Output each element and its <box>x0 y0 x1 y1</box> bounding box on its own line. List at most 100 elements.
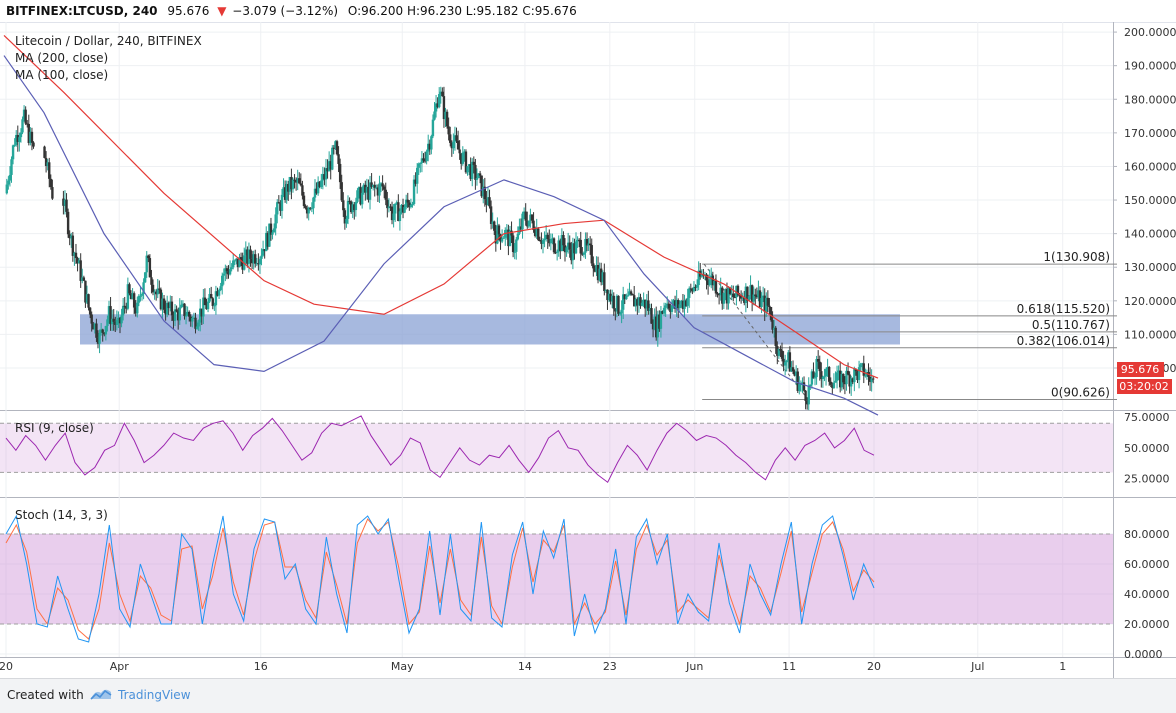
candle-body <box>233 260 236 262</box>
candle-body <box>708 279 711 286</box>
candle-body <box>496 225 499 244</box>
candle-body <box>379 183 383 185</box>
candle-body <box>293 179 296 181</box>
candle-body <box>268 223 271 247</box>
candle-body <box>213 305 216 307</box>
candle-body <box>101 329 104 333</box>
chart-svg[interactable]: 1(130.908) 0.618(115.520) 0.5(110.767) 0.38… <box>0 0 1176 678</box>
candle-body <box>809 384 812 387</box>
candle-body <box>378 183 381 196</box>
candle-body <box>779 348 782 351</box>
candle-body <box>427 143 430 152</box>
candle-body <box>571 243 575 261</box>
support-zone[interactable] <box>80 314 900 345</box>
symbol-header[interactable]: BITFINEX:LTCUSD, 240 95.676 ▼ −3.079 (−3… <box>6 4 577 18</box>
candle-body <box>743 297 746 303</box>
candle-body <box>274 214 277 229</box>
candle-body <box>469 164 472 179</box>
candle-body <box>656 314 659 338</box>
candle-body <box>241 260 244 270</box>
candle-body <box>140 294 144 296</box>
candle-body <box>346 200 350 219</box>
candle-body <box>272 228 276 233</box>
candle-body <box>107 306 111 320</box>
candle-body <box>555 251 559 253</box>
candle-body <box>694 286 697 288</box>
candle-body <box>851 378 854 383</box>
candle-body <box>774 327 777 346</box>
candle-body <box>246 249 249 264</box>
candle-body <box>861 363 864 365</box>
candle-body <box>449 134 452 143</box>
candle-body <box>393 203 397 214</box>
candle-body <box>425 151 428 162</box>
candle-body <box>367 186 370 200</box>
candle-body <box>680 300 683 305</box>
candle-body <box>222 273 225 276</box>
ma200-line <box>3 35 879 379</box>
candle-body <box>357 187 361 191</box>
candle-body <box>842 373 845 383</box>
candle-body <box>584 238 587 253</box>
candle-body <box>488 197 491 207</box>
candle-body <box>570 249 573 261</box>
candle-body <box>557 240 560 252</box>
candle-body <box>415 167 419 184</box>
candle-body <box>697 270 700 286</box>
candle-body <box>360 192 364 205</box>
candle-body <box>629 291 633 295</box>
time-tick-label: 20 <box>867 660 881 673</box>
candle-body <box>559 240 562 252</box>
candle-body <box>872 378 875 380</box>
fib-level-label: 0(90.626) <box>1051 385 1110 399</box>
ma100-legend[interactable]: MA (100, close) <box>15 68 108 82</box>
price-tick-label: 160.0000 <box>1124 160 1176 173</box>
candle-body <box>109 306 112 325</box>
candle-body <box>807 386 810 405</box>
candle-body <box>324 168 328 180</box>
tradingview-logo-icon[interactable] <box>89 686 113 702</box>
candle-body <box>483 186 487 200</box>
stoch-k-line <box>5 514 875 643</box>
candle-body <box>592 263 595 269</box>
time-axis[interactable]: 20 Apr 16 May 14 23 Jun 11 20 Jul 1 <box>0 660 1066 673</box>
rsi-legend[interactable]: RSI (9, close) <box>15 421 94 435</box>
candle-body <box>260 255 263 259</box>
tradingview-link[interactable]: TradingView <box>118 688 191 702</box>
candle-body <box>148 258 152 278</box>
rsi-tick-label: 25.0000 <box>1124 473 1170 486</box>
candle-body <box>214 291 218 306</box>
candle-body <box>744 286 748 303</box>
candle-body <box>349 201 353 213</box>
candle-body <box>203 297 207 306</box>
ma200-legend[interactable]: MA (200, close) <box>15 51 108 65</box>
candle-body <box>81 277 84 281</box>
candle-body <box>202 297 205 317</box>
candle-body <box>516 233 520 240</box>
candle-body <box>752 294 755 302</box>
candle-body <box>853 369 856 383</box>
chart-legend-title[interactable]: Litecoin / Dollar, 240, BITFINEX <box>15 34 202 48</box>
candle-body <box>10 159 13 175</box>
candle-body <box>114 321 117 325</box>
candle-body <box>661 311 664 314</box>
candle-body <box>298 178 301 184</box>
candle-body <box>837 370 840 373</box>
rsi-band-bounds <box>0 422 1113 473</box>
candle-body <box>401 204 405 213</box>
candle-body <box>430 136 433 150</box>
candle-body <box>191 317 194 322</box>
candle-body <box>551 238 554 240</box>
stoch-tick-label: 80.0000 <box>1124 528 1170 541</box>
candle-body <box>733 297 737 299</box>
candle-body <box>294 180 298 183</box>
candle-body <box>153 291 156 293</box>
stoch-legend[interactable]: Stoch (14, 3, 3) <box>15 508 108 522</box>
candle-body <box>16 134 19 142</box>
candle-body <box>436 103 439 108</box>
candle-body <box>588 243 592 246</box>
candle-body <box>563 245 567 253</box>
candle-body <box>458 149 461 154</box>
candle-body <box>103 332 106 335</box>
